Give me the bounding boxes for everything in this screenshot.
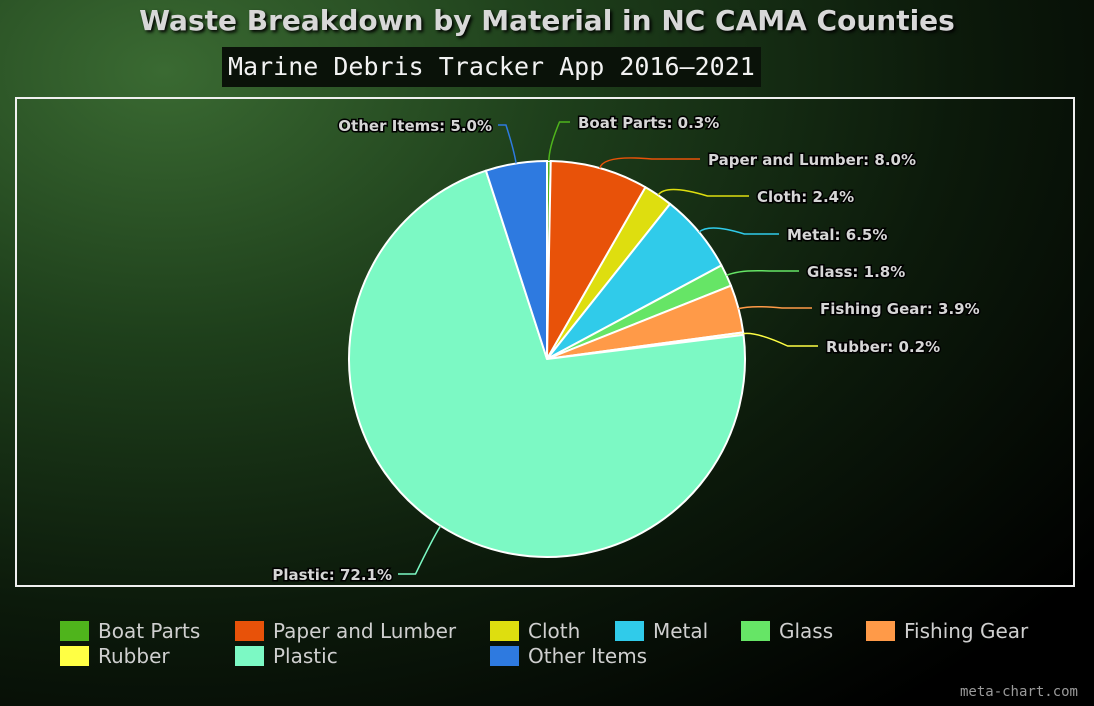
- legend-label-metal: Metal: [653, 619, 709, 643]
- legend-swatch-glass: [741, 621, 770, 641]
- legend-swatch-paper-and-lumber: [235, 621, 264, 641]
- slice-label-plastic: Plastic: 72.1%: [272, 566, 392, 584]
- legend-item-cloth: Cloth: [490, 619, 615, 643]
- slice-label-fishing-gear: Fishing Gear: 3.9%: [820, 300, 980, 318]
- plot-area-frame: [15, 97, 1075, 587]
- legend-item-glass: Glass: [741, 619, 866, 643]
- leader-line-glass: [726, 269, 799, 277]
- legend-label-paper-and-lumber: Paper and Lumber: [273, 619, 457, 643]
- legend-swatch-fishing-gear: [866, 621, 895, 641]
- leader-line-rubber: [743, 332, 818, 347]
- leader-line-cloth: [657, 188, 749, 197]
- legend-item-paper-and-lumber: Paper and Lumber: [235, 619, 490, 643]
- pie-slice-paper-and-lumber: [546, 160, 647, 360]
- legend-item-fishing-gear: Fishing Gear: [866, 619, 1051, 643]
- legend-item-rubber: Rubber: [60, 644, 235, 668]
- legend-item-other-items: Other Items: [490, 644, 647, 668]
- leader-line-paper-and-lumber: [599, 157, 700, 169]
- chart-legend: Boat Parts Paper and Lumber Cloth Metal Glas…: [60, 619, 1060, 668]
- legend-label-rubber: Rubber: [98, 644, 170, 668]
- slice-label-glass: Glass: 1.8%: [807, 263, 905, 281]
- pie-slices: [348, 159, 746, 558]
- leader-line-fishing-gear: [738, 305, 812, 310]
- leader-line-other-items: [498, 124, 517, 164]
- legend-swatch-other-items: [490, 646, 519, 666]
- leader-line-boat-parts: [548, 121, 570, 162]
- legend-swatch-plastic: [235, 646, 264, 666]
- leader-line-metal: [698, 227, 779, 235]
- pie-label-leaders: [398, 121, 818, 575]
- pie-slice-labels: Boat Parts: 0.3% Paper and Lumber: 8.0% Cl…: [271, 113, 981, 586]
- slice-label-metal: Metal: 6.5%: [787, 226, 887, 244]
- leader-line-plastic: [398, 525, 442, 575]
- legend-label-plastic: Plastic: [273, 644, 338, 668]
- slice-label-boat-parts: Boat Parts: 0.3%: [578, 114, 719, 132]
- legend-label-fishing-gear: Fishing Gear: [904, 619, 1029, 643]
- pie-slice-plastic: [348, 169, 746, 558]
- legend-swatch-rubber: [60, 646, 89, 666]
- legend-label-other-items: Other Items: [528, 644, 648, 668]
- legend-label-boat-parts: Boat Parts: [98, 619, 201, 643]
- slice-label-cloth: Cloth: 2.4%: [757, 188, 854, 206]
- chart-title: Waste Breakdown by Material in NC CAMA C…: [139, 4, 955, 37]
- legend-item-metal: Metal: [615, 619, 741, 643]
- legend-label-cloth: Cloth: [528, 619, 581, 643]
- legend-label-glass: Glass: [779, 619, 834, 643]
- chart-subtitle: Marine Debris Tracker App 2016–2021: [222, 47, 761, 87]
- legend-swatch-boat-parts: [60, 621, 89, 641]
- legend-swatch-cloth: [490, 621, 519, 641]
- chart-credit: meta-chart.com: [959, 684, 1078, 700]
- legend-swatch-metal: [615, 621, 644, 641]
- slice-label-other-items: Other Items: 5.0%: [338, 117, 492, 135]
- slice-label-rubber: Rubber: 0.2%: [826, 338, 940, 356]
- legend-item-plastic: Plastic: [235, 644, 490, 668]
- slice-label-paper-and-lumber: Paper and Lumber: 8.0%: [708, 151, 916, 169]
- legend-item-boat-parts: Boat Parts: [60, 619, 235, 643]
